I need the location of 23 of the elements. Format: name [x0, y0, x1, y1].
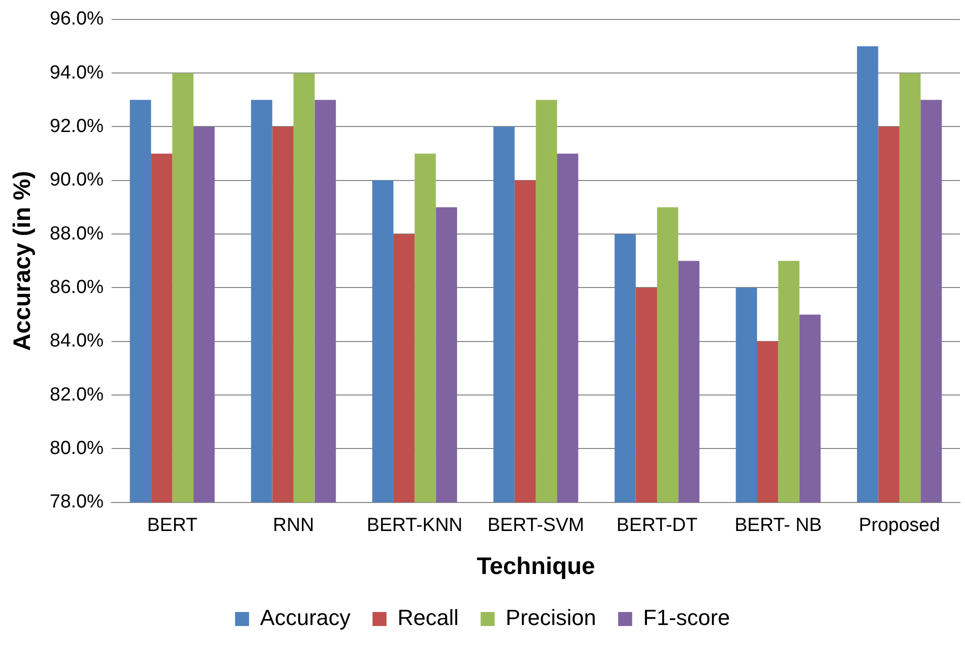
x-tick-label: Proposed: [858, 515, 940, 536]
x-tick-label: BERT-DT: [616, 515, 698, 536]
x-axis-title: Technique: [476, 553, 595, 580]
y-tick-label: 82.0%: [50, 384, 104, 406]
x-tick-label: RNN: [272, 515, 314, 536]
x-tick-label: BERT-KNN: [366, 515, 463, 536]
legend-label: Accuracy: [260, 605, 351, 630]
legend-label: F1-score: [643, 605, 730, 630]
y-tick-label: 94.0%: [50, 62, 104, 84]
y-tick-label: 88.0%: [50, 223, 104, 244]
x-tick-label: BERT-SVM: [487, 515, 584, 536]
y-axis-title: Accuracy (in %): [9, 170, 36, 351]
y-tick-label: 84.0%: [50, 330, 104, 352]
y-tick-label: 80.0%: [50, 438, 104, 459]
y-tick-label: 78.0%: [50, 492, 104, 513]
y-tick-label: 86.0%: [50, 276, 104, 298]
legend-label: Recall: [398, 605, 459, 630]
y-tick-label: 90.0%: [50, 170, 104, 191]
x-tick-label: BERT: [147, 515, 198, 536]
y-tick-label: 96.0%: [50, 8, 104, 30]
x-tick-label: BERT- NB: [734, 515, 822, 536]
legend-label: Precision: [506, 605, 596, 630]
y-tick-label: 92.0%: [50, 116, 104, 137]
